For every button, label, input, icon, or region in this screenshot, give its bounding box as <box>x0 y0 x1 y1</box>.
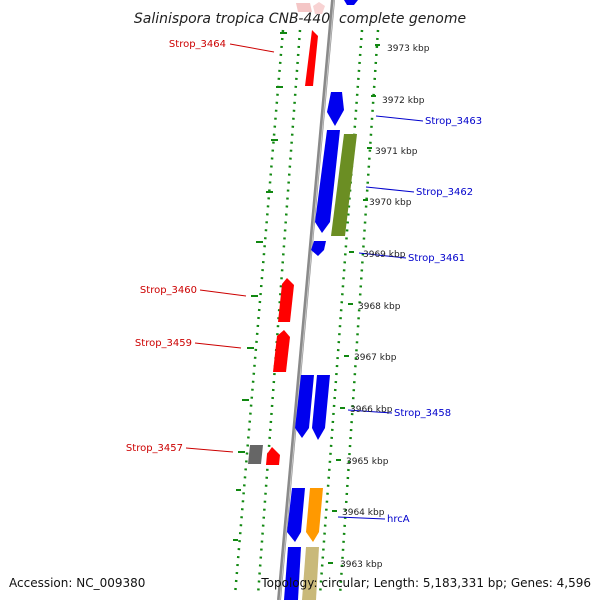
gene-top-faded-1 <box>296 3 312 12</box>
kbp-3971: 3971 kbp <box>375 147 418 157</box>
left-inner-track <box>256 29 302 596</box>
gene-strop-3460[interactable] <box>278 278 294 322</box>
gene-orange <box>306 488 323 542</box>
kbp-3967: 3967 kbp <box>354 353 397 363</box>
right-ticks <box>328 44 380 564</box>
kbp-3969: 3969 kbp <box>363 250 406 260</box>
gene-strop-3461[interactable] <box>311 241 326 256</box>
label-strop-3462[interactable]: Strop_3462 <box>416 187 473 198</box>
gene-strop-3459[interactable] <box>273 330 290 372</box>
left-gene-labels: Strop_3464 Strop_3460 Strop_3459 Strop_3… <box>126 39 226 454</box>
gene-strop-3463[interactable] <box>327 92 344 126</box>
backbone-highlight <box>279 0 335 600</box>
kbp-labels: 3973 kbp 3972 kbp 3971 kbp 3970 kbp 3969… <box>340 44 430 570</box>
kbp-3963: 3963 kbp <box>340 560 383 570</box>
accession-text: Accession: NC_009380 <box>9 576 145 590</box>
kbp-3965: 3965 kbp <box>346 457 389 467</box>
kbp-3968: 3968 kbp <box>358 302 401 312</box>
label-strop-3461[interactable]: Strop_3461 <box>408 253 465 264</box>
label-strop-3463[interactable]: Strop_3463 <box>425 116 482 127</box>
gene-strop-3458-a[interactable] <box>295 375 314 438</box>
gene-top-blue <box>344 0 358 5</box>
left-ticks <box>233 32 287 541</box>
topology-text: Topology: circular; Length: 5,183,331 bp… <box>260 576 591 590</box>
gene-olive <box>331 134 357 236</box>
label-strop-3464[interactable]: Strop_3464 <box>169 39 226 50</box>
genome-backbone <box>277 0 335 600</box>
gene-grey <box>248 445 263 464</box>
kbp-3970: 3970 kbp <box>369 198 412 208</box>
gene-bottom-blue <box>284 547 301 600</box>
gene-strop-3458-b[interactable] <box>312 375 330 440</box>
label-strop-3457[interactable]: Strop_3457 <box>126 443 183 454</box>
right-inner-track <box>318 29 364 596</box>
map-title: Salinispora tropica CNB-440, complete ge… <box>134 11 466 27</box>
right-connectors <box>337 115 424 520</box>
label-hrca[interactable]: hrcA <box>387 514 410 525</box>
kbp-3972: 3972 kbp <box>382 96 425 106</box>
gene-strop-3457[interactable] <box>266 447 280 465</box>
right-gene-labels: Strop_3463 Strop_3462 Strop_3461 Strop_3… <box>387 116 482 525</box>
gene-top-faded-2 <box>313 2 325 14</box>
label-strop-3460[interactable]: Strop_3460 <box>140 285 197 296</box>
left-outer-track <box>233 29 285 596</box>
kbp-3966: 3966 kbp <box>350 405 393 415</box>
gene-strop-3464[interactable] <box>305 30 318 86</box>
kbp-3973: 3973 kbp <box>387 44 430 54</box>
gene-hrca[interactable] <box>287 488 305 542</box>
left-connectors <box>185 43 275 453</box>
gene-strop-3462[interactable] <box>315 130 340 233</box>
kbp-3964: 3964 kbp <box>342 508 385 518</box>
label-strop-3459[interactable]: Strop_3459 <box>135 338 192 349</box>
label-strop-3458[interactable]: Strop_3458 <box>394 408 451 419</box>
dotted-tracks <box>233 29 380 596</box>
gene-bottom-tan <box>302 547 319 600</box>
